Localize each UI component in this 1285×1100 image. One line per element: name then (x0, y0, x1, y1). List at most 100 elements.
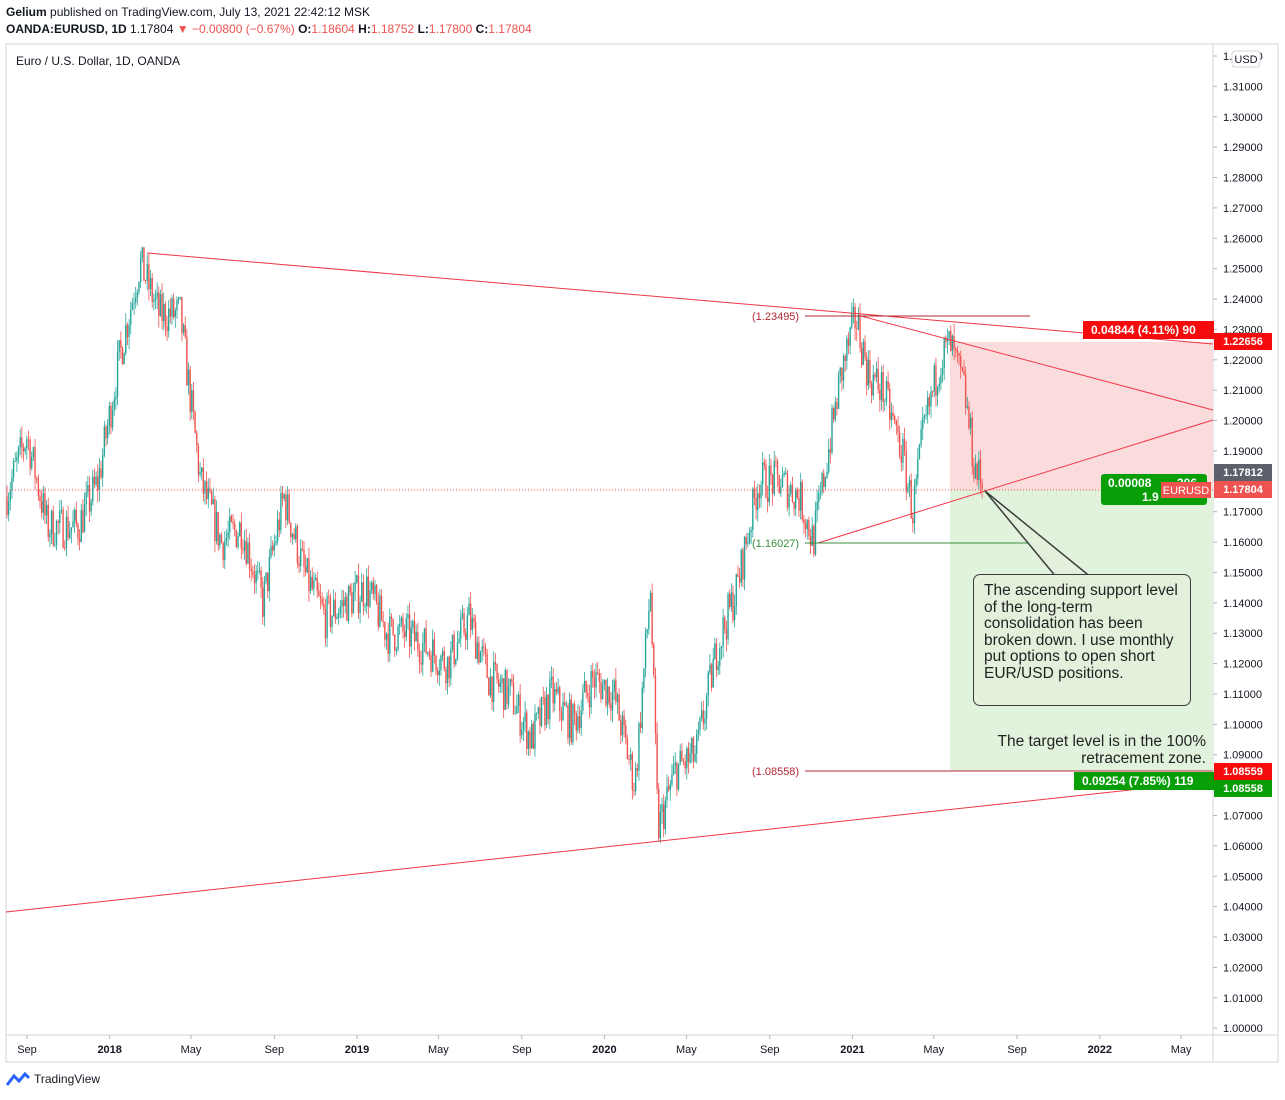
lower-long-term-trendline[interactable] (5, 780, 1214, 913)
candle-body (643, 668, 645, 689)
time-tick-label: May (923, 1044, 944, 1056)
candle-body (920, 429, 922, 446)
symbol-label: OANDA:EURUSD, 1D (6, 22, 127, 36)
candle-body (692, 738, 695, 762)
candle-body (664, 800, 667, 830)
candle-body (856, 328, 858, 330)
time-tick-label: May (676, 1044, 697, 1056)
candle-body (705, 696, 708, 719)
publication-line: Gelium published on TradingView.com, Jul… (6, 5, 370, 19)
candle-body (156, 292, 158, 298)
candle-body (87, 485, 89, 492)
price-chart[interactable]: Euro / U.S. Dollar, 1D, OANDA (1.23495) … (0, 40, 1285, 1065)
price-axis[interactable]: 1.00000 1.01000 1.02000 1.03000 1.04000 1.050… (1213, 51, 1263, 1035)
analysis-callout[interactable]: The ascending support level of the long-… (973, 574, 1191, 706)
candle-body (359, 601, 361, 614)
tradingview-brand: TradingView (34, 1072, 101, 1086)
candle-body (486, 653, 488, 679)
currency-badge[interactable] (1231, 50, 1261, 68)
candle-body (931, 391, 934, 393)
candle-body (771, 474, 774, 494)
candle-body (395, 649, 398, 651)
candle-body (441, 651, 444, 656)
candle-body (49, 534, 51, 538)
candle-body (26, 439, 28, 449)
candle-body (69, 532, 71, 539)
candle-body (357, 575, 360, 614)
candle-body (456, 642, 459, 660)
candle-body (826, 471, 828, 478)
candle-body (729, 594, 731, 607)
time-tick-label: Sep (760, 1044, 780, 1056)
time-tick-label: Sep (17, 1044, 37, 1056)
candle-body (773, 460, 775, 494)
candle-body (679, 750, 681, 764)
low-label: L: (417, 22, 429, 36)
mid-measure-line2: 1.9 (1142, 490, 1159, 504)
candle-body (130, 309, 132, 325)
candle-body (181, 296, 183, 333)
bottom-measure-badge (1074, 772, 1214, 790)
candle-body (75, 509, 77, 525)
candle-body (17, 447, 20, 458)
candle-body (31, 456, 33, 469)
candle-body (64, 547, 66, 549)
candle-body (923, 415, 926, 418)
candle-body (847, 338, 850, 346)
candle-body (415, 632, 417, 642)
upper-long-term-trendline[interactable] (146, 252, 1214, 345)
high-value: 1.18752 (370, 22, 415, 36)
price-tick-label: 1.24000 (1223, 294, 1263, 306)
candle-body (204, 481, 206, 494)
candle-body (793, 501, 795, 509)
candle-body (39, 495, 41, 502)
upper-short-term-trendline[interactable] (860, 315, 1214, 411)
candle-body (458, 638, 460, 643)
candle-body (484, 647, 487, 654)
time-tick-label: 2019 (345, 1044, 369, 1056)
candle-body (902, 439, 904, 463)
candle-body (562, 702, 564, 721)
candle-body (766, 497, 769, 503)
candle-body (382, 621, 384, 623)
candle-body (882, 372, 884, 402)
candle-body (483, 646, 485, 648)
candle-body (285, 494, 287, 521)
ascending-support-line[interactable] (817, 419, 1214, 544)
candle-body (656, 733, 658, 789)
candle-body (34, 447, 36, 479)
candle-body (537, 707, 539, 714)
candle-body (427, 652, 429, 654)
candle-body (400, 617, 403, 625)
candle-body (32, 447, 35, 457)
time-tick-label: 2020 (592, 1044, 616, 1056)
candle-body (639, 723, 642, 729)
candle-body (621, 715, 624, 736)
candle-body (809, 536, 812, 546)
candle-body (283, 494, 285, 499)
candle-body (232, 521, 234, 524)
candle-body (832, 408, 835, 420)
candle-body (154, 297, 157, 300)
candle-body (887, 381, 889, 389)
candle-body (765, 464, 767, 498)
candle-body (455, 659, 457, 665)
candle-body (27, 439, 30, 441)
candle-body (300, 548, 302, 567)
candle-body (956, 349, 959, 353)
candle-body (532, 723, 535, 749)
tradingview-footer[interactable]: TradingView (6, 1072, 100, 1086)
candle-body (869, 360, 871, 384)
candle-body (897, 425, 899, 433)
candle-body (950, 331, 952, 352)
target-level-label: (1.08558) (752, 766, 799, 778)
candle-body (875, 368, 878, 378)
time-axis[interactable]: Sep 2018 May Sep 2019 May Sep 2020 May Sep 2021 May… (17, 1035, 1192, 1056)
candle-body (9, 491, 11, 502)
price-tick-label: 1.14000 (1223, 598, 1263, 610)
candle-body (260, 570, 262, 588)
author-name[interactable]: Gelium (6, 5, 47, 19)
candle-body (603, 680, 605, 685)
candle-body (895, 421, 898, 426)
candle-body (605, 680, 607, 706)
